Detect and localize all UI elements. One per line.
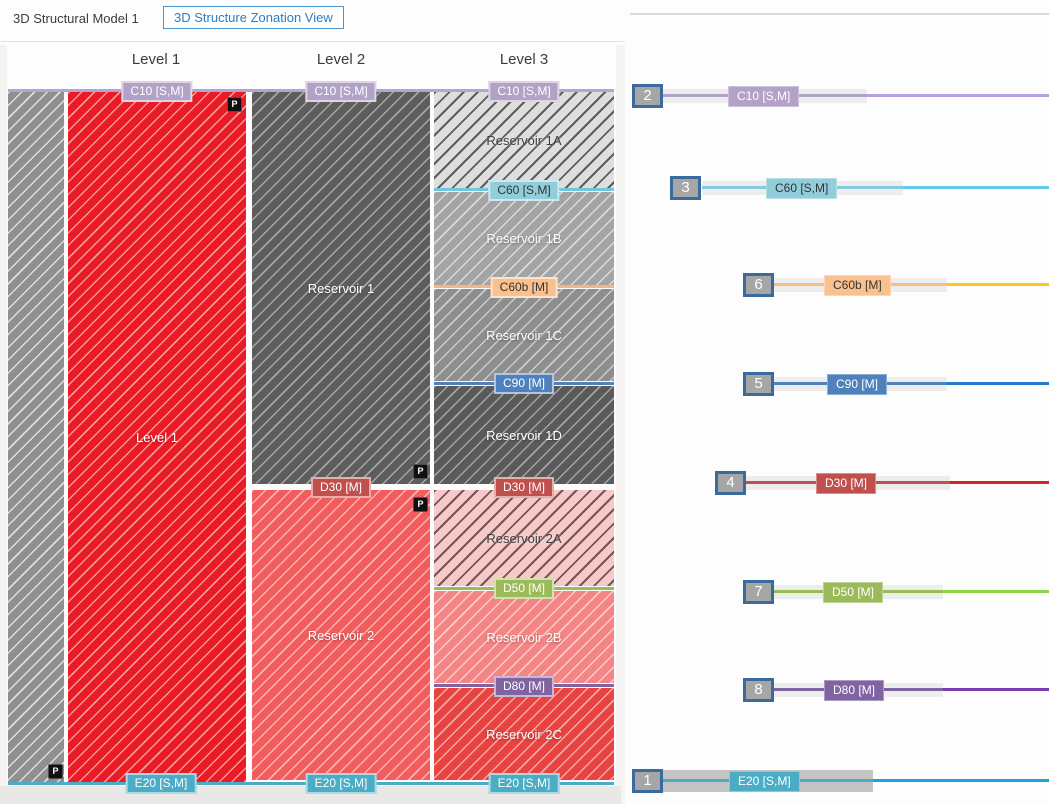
zone-label-reservoir1d: Reservoir 1D [486, 427, 562, 443]
order-box-c90[interactable]: 5 [743, 372, 774, 396]
zone-block-reservoir1a[interactable]: Reservoir 1A [434, 92, 614, 188]
pillar-badge-level1-top[interactable]: P [227, 97, 242, 112]
row-extline-c10 [867, 94, 1049, 97]
pillar-badge-reservoir1-bottom[interactable]: P [413, 464, 428, 479]
horizon-tag-d30-level2[interactable]: D30 [M] [310, 477, 372, 498]
zone-label-reservoir2b: Reservoir 2B [486, 629, 562, 645]
zone-block-unassigned-strip[interactable] [8, 92, 64, 782]
horizon-tag-d80-right[interactable]: D80 [M] [824, 680, 885, 701]
column-header-level3: Level 3 [499, 51, 549, 68]
order-box-c60[interactable]: 3 [670, 176, 701, 200]
horizon-tag-c10-level3[interactable]: C10 [S,M] [488, 81, 560, 102]
horizon-tag-c10-level1[interactable]: C10 [S,M] [121, 81, 193, 102]
row-extline-e20 [873, 779, 1049, 782]
order-box-c60b[interactable]: 6 [743, 273, 774, 297]
row-extline-c90 [947, 382, 1049, 385]
horizon-tag-c60-level3[interactable]: C60 [S,M] [488, 180, 560, 201]
zone-label-reservoir1: Reservoir 1 [307, 280, 375, 296]
zone-block-reservoir1[interactable]: Reservoir 1 [252, 92, 430, 484]
horizon-tag-d50-right[interactable]: D50 [M] [823, 582, 884, 603]
order-box-d80[interactable]: 8 [743, 678, 774, 702]
zone-block-reservoir1c[interactable]: Reservoir 1C [434, 289, 614, 381]
horizon-tag-c90-level3[interactable]: C90 [M] [493, 373, 555, 394]
header-divider [0, 41, 625, 42]
zone-block-reservoir2[interactable]: Reservoir 2 [252, 490, 430, 780]
zone-block-reservoir1b[interactable]: Reservoir 1B [434, 192, 614, 285]
zone-label-reservoir2: Reservoir 2 [307, 627, 375, 643]
horizon-tag-c60-right[interactable]: C60 [S,M] [766, 178, 838, 199]
zone-block-reservoir2c[interactable]: Reservoir 2C [434, 688, 614, 780]
column-header-level1: Level 1 [131, 51, 181, 68]
horizon-tag-d30-right[interactable]: D30 [M] [816, 473, 877, 494]
horizon-tag-e20-level1[interactable]: E20 [S,M] [125, 773, 197, 794]
row-extline-c60b [947, 283, 1049, 286]
zone-block-reservoir1d[interactable]: Reservoir 1D [434, 386, 614, 484]
horizon-tag-c90-right[interactable]: C90 [M] [827, 374, 888, 395]
row-extline-d30 [950, 481, 1049, 484]
horizon-tag-c10-level2[interactable]: C10 [S,M] [305, 81, 377, 102]
zone-label-reservoir1b: Reservoir 1B [486, 231, 562, 246]
horizon-tag-e20-right[interactable]: E20 [S,M] [729, 771, 800, 792]
zone-block-level1[interactable]: Level 1 [68, 92, 246, 782]
order-box-d50[interactable]: 7 [743, 580, 774, 604]
horizon-tag-c60b-level3[interactable]: C60b [M] [490, 277, 558, 298]
horizon-tag-c10-right[interactable]: C10 [S,M] [728, 86, 800, 107]
zone-label-reservoir1a: Reservoir 1A [486, 132, 562, 148]
zone-label-reservoir2a: Reservoir 2A [486, 530, 562, 546]
panel-divider-strip [616, 45, 625, 804]
row-extline-d80 [943, 688, 1049, 691]
row-extline-c60 [903, 186, 1049, 189]
horizon-tag-e20-level3[interactable]: E20 [S,M] [488, 773, 560, 794]
zone-block-reservoir2b[interactable]: Reservoir 2B [434, 591, 614, 683]
pillar-badge-reservoir2-top[interactable]: P [413, 497, 428, 512]
row-extline-d50 [943, 590, 1049, 593]
zone-label-reservoir1c: Reservoir 1C [486, 327, 562, 343]
order-box-d30[interactable]: 4 [715, 471, 746, 495]
horizon-tag-c60b-right[interactable]: C60b [M] [824, 275, 891, 296]
zonation-view-button[interactable]: 3D Structure Zonation View [163, 6, 344, 29]
zone-label-level1: Level 1 [136, 429, 178, 445]
pillar-badge-strip-bottom[interactable]: P [48, 764, 63, 779]
order-box-e20[interactable]: 1 [632, 769, 663, 793]
right-panel-top-rule [630, 13, 1049, 15]
zone-block-reservoir2a[interactable]: Reservoir 2A [434, 490, 614, 586]
left-margin-strip [0, 45, 7, 804]
order-box-c10[interactable]: 2 [632, 84, 663, 108]
horizon-tag-d80-level3[interactable]: D80 [M] [493, 676, 555, 697]
horizon-tag-d30-level3[interactable]: D30 [M] [493, 477, 555, 498]
horizon-tag-e20-level2[interactable]: E20 [S,M] [305, 773, 377, 794]
page-title: 3D Structural Model 1 [13, 11, 139, 26]
horizon-tag-d50-level3[interactable]: D50 [M] [493, 578, 555, 599]
zone-label-reservoir2c: Reservoir 2C [486, 726, 562, 742]
column-header-level2: Level 2 [316, 51, 366, 68]
